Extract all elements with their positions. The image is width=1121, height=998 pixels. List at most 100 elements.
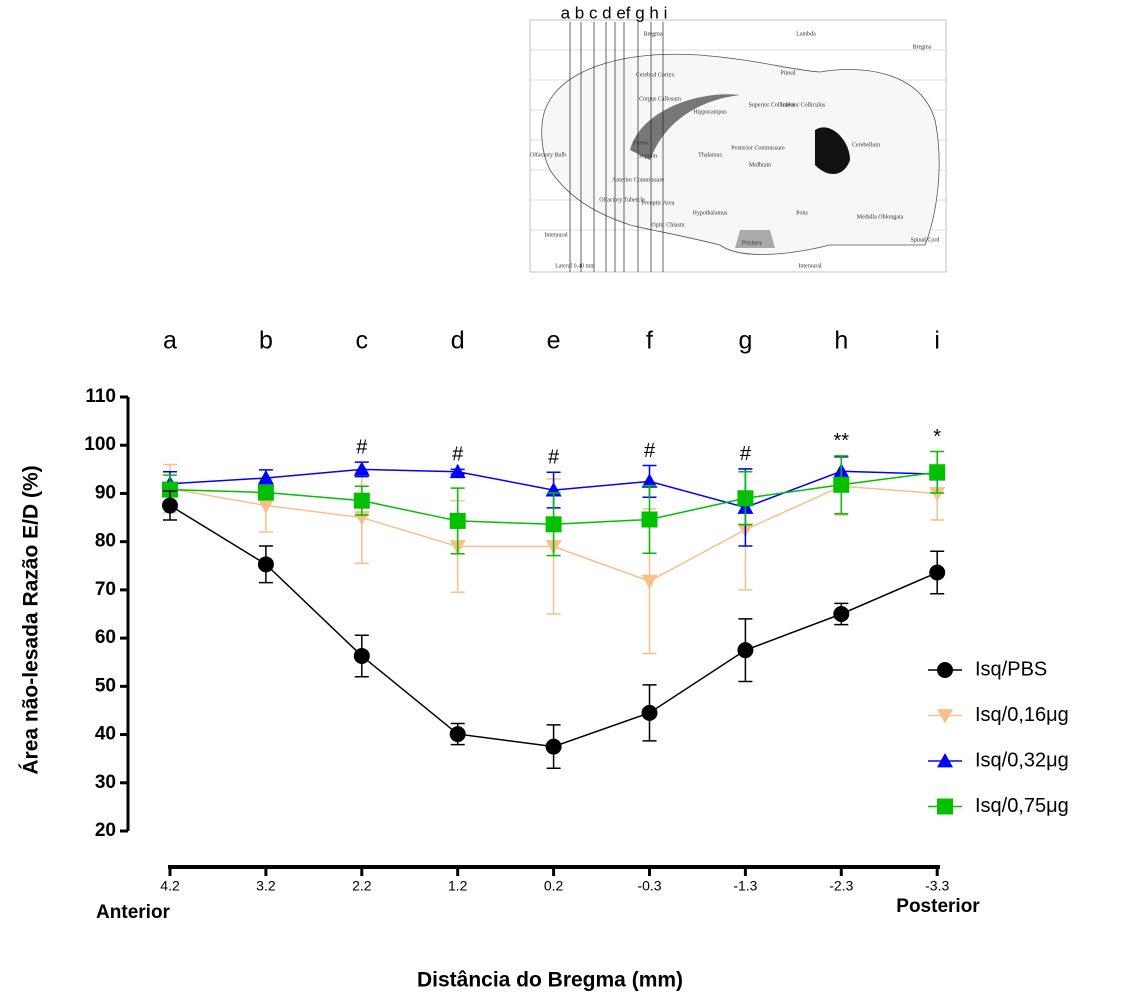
top-label: d	[451, 327, 465, 355]
y-axis-title: Área não-lesada Razão E/D (%)	[20, 465, 43, 774]
atlas-label: Bregma	[644, 31, 663, 37]
atlas-label: Anterior Commissure	[612, 177, 664, 183]
top-label: c	[356, 327, 369, 355]
error-bars	[163, 490, 945, 770]
x-left-label: Anterior	[96, 902, 171, 923]
atlas-label: Hypothalamus	[693, 210, 729, 216]
y-tick-label: 110	[85, 386, 116, 407]
data-point	[641, 511, 658, 528]
x-tick-label: 2.2	[352, 878, 372, 894]
x-right-label: Posterior	[896, 896, 980, 917]
legend-marker	[937, 798, 953, 815]
atlas-label: Olfactory Bulb	[530, 151, 566, 158]
data-point	[545, 516, 562, 533]
top-label: h	[834, 327, 848, 355]
x-tick-label: 3.2	[256, 878, 276, 894]
x-tick-label: 0.2	[544, 878, 564, 894]
significance-label: *	[933, 426, 941, 448]
atlas-label: Fornix	[633, 140, 649, 146]
data-point	[162, 481, 178, 498]
data-point	[641, 574, 658, 590]
data-point	[737, 642, 754, 659]
x-tick-label: -3.3	[925, 878, 949, 894]
x-tick-label: -2.3	[829, 878, 853, 894]
data-point	[929, 487, 946, 502]
y-tick-label: 70	[95, 579, 116, 600]
data-point	[833, 476, 850, 493]
legend-marker	[937, 709, 953, 724]
data-point	[833, 606, 850, 622]
atlas-label: Interaural	[544, 232, 568, 238]
legend-label: Isq/0,32μg	[975, 749, 1069, 771]
y-tick-label: 40	[95, 724, 116, 745]
y-tick-label: 100	[84, 434, 116, 455]
atlas-label: Cerebellum	[852, 142, 880, 148]
x-tick-label: -1.3	[733, 878, 757, 894]
top-label: i	[934, 327, 940, 355]
data-point	[449, 463, 466, 479]
atlas-label: Thalamus	[698, 152, 722, 158]
legend-marker	[937, 753, 953, 768]
y-tick-label: 20	[95, 820, 116, 841]
data-point	[257, 484, 274, 501]
atlas-letters: a b c d ef g h i	[561, 3, 668, 22]
data-point	[257, 499, 274, 514]
atlas-label: Spinal Cord	[911, 237, 940, 243]
significance-label: #	[740, 443, 752, 465]
atlas-label: Posterior Commissure	[731, 145, 785, 151]
data-point	[353, 492, 370, 509]
x-tick-label: 1.2	[448, 878, 468, 894]
x-axis-title: Distância do Bregma (mm)	[417, 969, 683, 992]
atlas-label: Medulla Oblongata	[857, 214, 904, 220]
atlas-label: Optic Chiasm	[651, 222, 684, 228]
atlas-label: Hippocampus	[693, 109, 727, 115]
atlas-label: Interaural	[798, 263, 822, 269]
atlas-label: Pituitary	[742, 240, 763, 246]
top-label: f	[646, 327, 653, 355]
data-point	[449, 726, 466, 743]
significance-label: #	[548, 447, 560, 469]
atlas-label: Pons	[796, 210, 808, 216]
y-tick-label: 50	[95, 675, 116, 696]
data-point	[641, 704, 658, 721]
legend-label: Isq/PBS	[975, 658, 1047, 680]
y-tick-label: 80	[95, 531, 116, 552]
atlas-label: Inferior Colliculus	[781, 101, 826, 108]
data-point	[257, 470, 274, 485]
data-point	[545, 738, 562, 755]
data-point	[737, 490, 754, 507]
y-tick-label: 90	[95, 482, 116, 503]
legend-label: Isq/0,16μg	[975, 704, 1069, 726]
top-label: a	[163, 327, 177, 355]
atlas-label: Bregma	[913, 44, 932, 50]
data-point	[257, 556, 274, 573]
atlas-label: Midbrain	[749, 162, 771, 168]
data-point	[449, 512, 466, 529]
atlas-label: Cerebral Cortex	[636, 72, 674, 78]
legend-label: Isq/0,75μg	[975, 795, 1069, 817]
significance-label: **	[834, 430, 850, 452]
data-point	[929, 464, 946, 481]
atlas-label: Olfactory Tubercle	[599, 196, 645, 203]
significance-label: #	[452, 444, 464, 466]
x-tick-label: -0.3	[637, 878, 661, 894]
data-point	[353, 647, 370, 664]
atlas-label: Corpus Callosum	[639, 96, 681, 102]
atlas-label: Lateral 0.40 mm	[555, 263, 595, 269]
data-point	[641, 473, 658, 488]
top-label: g	[738, 327, 752, 355]
atlas-label: Pineal	[781, 70, 796, 76]
atlas-label: Superior Colliculus	[749, 102, 796, 108]
atlas-label: Preoptic Area	[642, 200, 675, 206]
data-point	[353, 461, 370, 476]
legend-marker	[937, 662, 953, 678]
atlas-label: Lambda	[796, 31, 816, 37]
y-tick-label: 60	[95, 627, 116, 648]
significance-label: #	[644, 440, 656, 462]
x-tick-label: 4.2	[160, 878, 180, 894]
brain-atlas: a b c d ef g h i Bregma Lambda Bregma Cereb…	[529, 3, 947, 273]
data-point	[929, 564, 946, 581]
data-point	[162, 497, 178, 514]
atlas-label: Septum	[639, 153, 658, 159]
